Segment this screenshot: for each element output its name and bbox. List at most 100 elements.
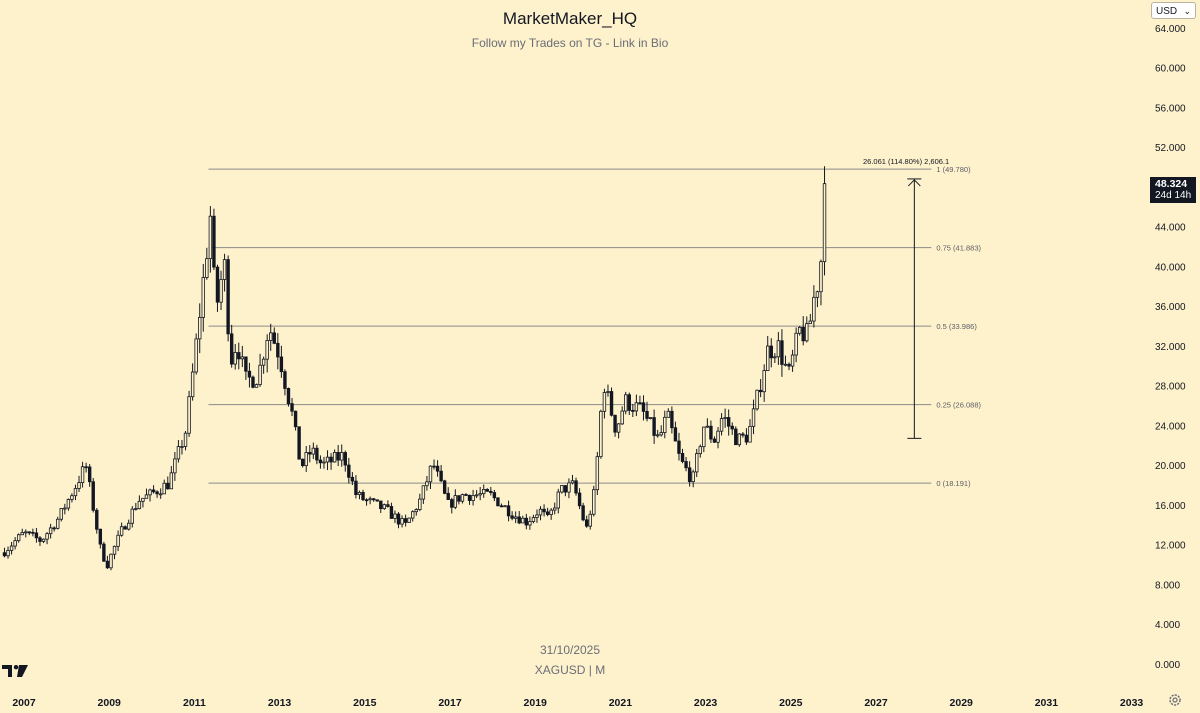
candle-up bbox=[340, 452, 344, 461]
candle-down bbox=[627, 394, 631, 411]
candle-down bbox=[439, 470, 443, 482]
candle-up bbox=[453, 495, 458, 508]
watermark-date: 31/10/2025 bbox=[539, 643, 601, 657]
candle-down bbox=[609, 391, 614, 416]
candle-up bbox=[606, 391, 610, 393]
candle-down bbox=[758, 389, 763, 393]
candle-down bbox=[375, 499, 379, 502]
candle-down bbox=[673, 427, 678, 442]
candle-up bbox=[194, 338, 198, 373]
time-tick-label: 2013 bbox=[268, 697, 292, 709]
candle-up bbox=[648, 417, 653, 419]
time-tick-label: 2021 bbox=[609, 697, 633, 709]
candle-down bbox=[687, 467, 692, 483]
tradingview-logo-icon[interactable] bbox=[2, 664, 28, 678]
gear-icon[interactable] bbox=[1168, 693, 1182, 707]
candle-up bbox=[698, 446, 702, 455]
fib-level-label: 0.5 (33.986) bbox=[936, 322, 977, 331]
candle-up bbox=[269, 332, 273, 341]
candle-down bbox=[87, 466, 92, 483]
measure-arrowhead bbox=[907, 179, 921, 187]
candle-up bbox=[56, 518, 60, 529]
price-range-measure[interactable]: 26.061 (114.80%) 2,606.1 bbox=[863, 157, 949, 439]
price-tick-label: 52.000 bbox=[1155, 143, 1186, 154]
candle-up bbox=[695, 453, 699, 473]
candle-up bbox=[716, 430, 720, 443]
candle-up bbox=[723, 417, 727, 419]
candle-up bbox=[127, 522, 131, 530]
candle-up bbox=[16, 534, 21, 542]
candle-up bbox=[20, 532, 24, 536]
candle-down bbox=[155, 491, 159, 495]
time-tick-label: 2007 bbox=[12, 697, 36, 709]
candle-up bbox=[616, 423, 621, 433]
time-tick-label: 2027 bbox=[864, 697, 888, 709]
candle-down bbox=[244, 356, 248, 372]
candle-down bbox=[652, 417, 656, 436]
candle-down bbox=[492, 492, 497, 499]
candle-down bbox=[577, 492, 582, 507]
candle-down bbox=[371, 498, 376, 501]
candle-down bbox=[712, 438, 717, 443]
candle-up bbox=[560, 485, 564, 493]
candle-down bbox=[272, 332, 276, 344]
candle-down bbox=[105, 560, 110, 569]
time-tick-label: 2009 bbox=[98, 697, 122, 709]
candle-up bbox=[261, 358, 266, 366]
candle-up bbox=[748, 425, 752, 443]
candle-up bbox=[705, 425, 710, 428]
price-tick-label: 24.000 bbox=[1155, 421, 1186, 432]
candle-up bbox=[535, 514, 539, 518]
candle-up bbox=[41, 538, 46, 542]
candle-down bbox=[801, 326, 805, 342]
candle-up bbox=[169, 472, 174, 490]
chart-title: MarketMaker_HQ bbox=[502, 9, 638, 28]
candle-down bbox=[726, 417, 731, 427]
candle-down bbox=[467, 494, 472, 501]
candle-up bbox=[66, 499, 71, 509]
last-price-label: 48.324 24d 14h bbox=[1150, 177, 1196, 203]
price-axis[interactable]: 0.000 4.000 8.000 12.000 16.000 20.000 24.000 2… bbox=[1155, 24, 1186, 671]
candle-down bbox=[98, 528, 103, 545]
candle-up bbox=[59, 508, 63, 520]
candle-up bbox=[634, 402, 639, 412]
candle-up bbox=[407, 517, 411, 523]
candle-up bbox=[812, 296, 816, 322]
candle-up bbox=[599, 410, 603, 458]
fib-retracement[interactable]: 1 (49.780) 0.75 (41.883) 0.5 (33.986) 0.25 … bbox=[208, 165, 981, 488]
candle-down bbox=[343, 452, 347, 466]
candle-up bbox=[201, 277, 205, 318]
candle-up bbox=[198, 316, 202, 340]
chart-subtitle: Follow my Trades on TG - Link in Bio bbox=[471, 36, 669, 50]
candle-down bbox=[229, 333, 234, 365]
candle-down bbox=[613, 414, 617, 433]
candle-down bbox=[545, 511, 550, 515]
candle-down bbox=[442, 480, 447, 494]
candle-down bbox=[95, 509, 99, 530]
candle-down bbox=[741, 433, 745, 436]
candle-up bbox=[304, 452, 308, 467]
candle-up bbox=[222, 259, 227, 280]
candle-up bbox=[460, 494, 465, 502]
time-axis[interactable]: 2007 2009 2011 2013 2015 2017 2019 2021 2023 2025… bbox=[12, 697, 1143, 709]
currency-selector[interactable]: USD ⌄ bbox=[1151, 2, 1196, 19]
candle-down bbox=[584, 519, 589, 527]
candle-down bbox=[34, 532, 39, 539]
price-tick-label: 44.000 bbox=[1155, 223, 1186, 234]
candle-down bbox=[769, 345, 773, 359]
candle-up bbox=[368, 498, 372, 501]
candle-up bbox=[766, 345, 770, 371]
time-tick-label: 2029 bbox=[950, 697, 974, 709]
candle-up bbox=[411, 511, 415, 519]
candle-up bbox=[815, 291, 820, 298]
candle-down bbox=[31, 531, 35, 534]
candle-down bbox=[396, 513, 401, 525]
candle-up bbox=[148, 489, 152, 496]
candle-up bbox=[602, 392, 607, 412]
candle-up bbox=[592, 489, 596, 515]
candle-down bbox=[403, 518, 408, 523]
price-tick-label: 0.000 bbox=[1155, 660, 1180, 671]
candle-up bbox=[482, 488, 486, 495]
candle-down bbox=[709, 425, 713, 440]
